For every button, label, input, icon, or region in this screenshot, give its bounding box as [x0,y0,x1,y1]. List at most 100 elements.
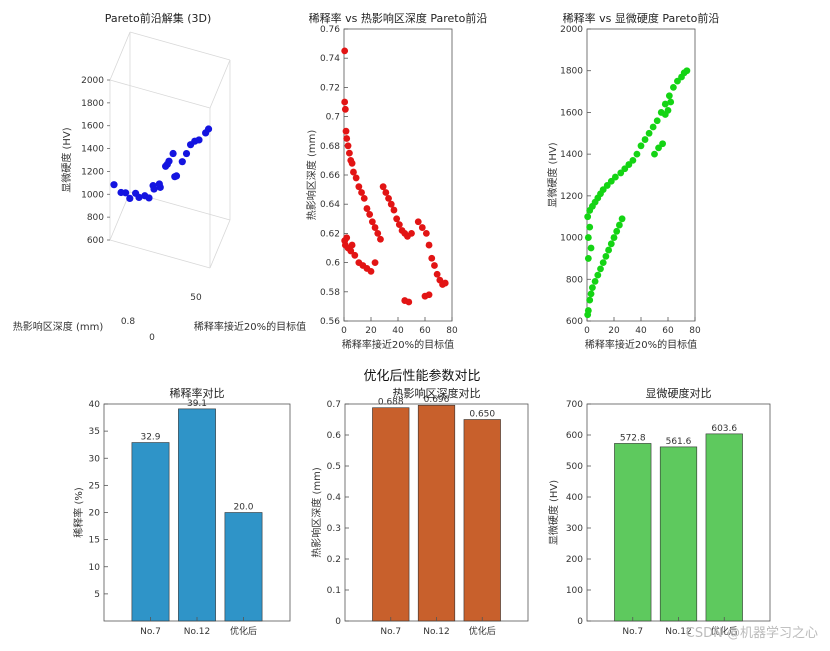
hardness-scatter-point [649,123,657,131]
haz-scatter-ytick-label: 0.7 [326,113,340,123]
hardness-scatter-ytick-label: 2000 [560,25,583,35]
haz-scatter-point [344,142,352,150]
haz-scatter-xtick-label: 80 [446,326,458,336]
hardness-scatter-point [603,182,611,189]
hardness-scatter-point [661,100,669,108]
hardness-scatter-point [621,165,629,173]
haz-scatter-ytick-label: 0.62 [320,229,340,239]
dilution-bar-bar-3 [224,512,263,622]
haz-scatter-point [377,235,384,243]
pareto-3d-box-edge [129,31,231,61]
dilution-bar-bar-2 [178,408,216,622]
haz-scatter-point [371,259,379,266]
hardness-scatter-point [651,150,658,158]
haz-scatter-ytick-label: 0.74 [320,54,340,64]
dilution-vs-hardness-panel: 600 800 1000 1200 1400 1600 1800 2000 0 20 40 60 80 稀… [546,11,719,351]
haz-scatter-xtick-label: 40 [392,326,404,336]
dilution-bar-ylabel: 稀释率 (%) [72,487,85,538]
haz-bar-category-label: No.7 [380,627,401,637]
pareto-3d-point [126,194,134,202]
dilution-bar-ytick-label: 10 [89,563,101,573]
pareto-3d-ztick-label: 1000 [81,190,104,200]
hardness-scatter-xtick-label: 20 [608,326,620,336]
pareto-3d-point [182,149,191,158]
haz-scatter-point [418,224,426,231]
dilution-bar-ytick-label: 25 [89,481,100,491]
haz-scatter-ytick-label: 0.76 [320,25,340,35]
hardness-bar-ytick-label: 600 [566,431,583,441]
hardness-scatter-ytick-label: 1400 [560,150,583,160]
hardness-scatter-point [607,177,615,185]
dilution-vs-haz-panel: 0.56 0.58 0.6 0.62 0.64 0.66 0.68 0.7 0.72 0.74 0.… [305,11,487,351]
haz-scatter-xtick-label: 20 [365,326,377,336]
haz-scatter-point [367,267,375,275]
haz-scatter-xtick-label: 60 [419,326,431,336]
hardness-scatter-point [610,234,618,241]
dilution-bar-bar-1 [131,442,170,622]
haz-scatter-xlabel: 稀释率接近20%的目标值 [342,338,454,351]
haz-scatter-point [408,230,415,237]
haz-bar-value-label: 0.688 [378,398,404,408]
hardness-scatter-point [584,255,592,262]
hardness-bar-ytick-label: 300 [566,524,583,534]
dilution-bar-value-label: 39.1 [187,399,207,409]
hardness-scatter-point [591,277,599,285]
pareto-3d-point [145,194,153,202]
dilution-bar-ytick-label: 40 [89,400,101,410]
haz-bar-bar-2 [417,404,456,622]
hardness-scatter-point [587,290,595,298]
haz-scatter-point [422,230,430,237]
dilution-bar-ytick-label: 20 [89,509,101,519]
haz-scatter-point [342,127,350,135]
hardness-scatter-ylabel: 显微硬度 (HV) [546,142,559,207]
hardness-scatter-point [613,227,621,235]
haz-scatter-point [382,189,390,196]
pareto-3d-ztick-label: 600 [87,236,104,246]
hardness-scatter-point [618,215,626,223]
haz-bar-value-label: 0.650 [469,410,495,420]
hardness-bar-category-label: No.12 [665,627,691,637]
hardness-scatter-point [653,117,661,125]
hardness-scatter-point [667,98,675,106]
hardness-scatter-point [665,92,673,100]
hardness-scatter-xtick-label: 60 [662,326,674,336]
figure-supertitle: 优化后性能参数对比 [363,368,480,384]
hardness-scatter-point [659,140,666,148]
hardness-bar-panel: 0 100 200 300 400 500 600 700 572.8 No.7 561.6 No.1… [547,386,771,637]
haz-scatter-point [343,135,351,142]
haz-scatter-point [414,218,422,226]
haz-scatter-point [341,98,349,106]
hardness-scatter-ytick-label: 1600 [560,108,583,118]
hardness-scatter-point [645,129,653,137]
haz-scatter-point [428,254,436,262]
hardness-bar-title: 显微硬度对比 [646,386,712,400]
haz-bar-bar-3 [463,419,501,622]
hardness-scatter-point [637,142,645,150]
hardness-scatter-point [617,169,625,177]
haz-scatter-point [348,241,356,249]
dilution-bar-category-label: No.12 [184,627,210,637]
pareto-3d-point [165,157,173,165]
haz-scatter-point [425,291,433,299]
hardness-scatter-point [599,186,607,194]
hardness-scatter-point [629,157,637,164]
haz-scatter-point [368,218,376,226]
pareto-3d-point [169,149,177,158]
haz-bar-title: 热影响区深度对比 [393,386,481,400]
hardness-bar-bar-2 [659,446,698,622]
haz-scatter-point [385,194,392,202]
pareto-3d-box-edge [109,239,211,269]
hardness-bar-ytick-label: 0 [577,617,583,627]
haz-depth-bar-panel: 0 0.1 0.2 0.3 0.4 0.5 0.6 0.7 0.688 No.7 0.696 No.1… [310,386,529,637]
hardness-scatter-ytick-label: 1000 [560,234,583,244]
haz-bar-ylabel: 热影响区深度 (mm) [310,467,323,558]
hardness-scatter-point [602,252,610,260]
hardness-scatter-axes-box [586,28,696,322]
pareto-3d-point [122,189,130,197]
haz-scatter-point [405,298,413,306]
haz-bar-ytick-label: 0 [335,617,341,627]
dilution-bar-panel: 5 10 15 20 25 30 35 40 32.9 No.7 39.1 No.12 20.0 优化后 稀… [72,386,291,637]
hardness-bar-ytick-label: 500 [566,462,583,472]
dilution-bar-title: 稀释率对比 [170,386,225,400]
